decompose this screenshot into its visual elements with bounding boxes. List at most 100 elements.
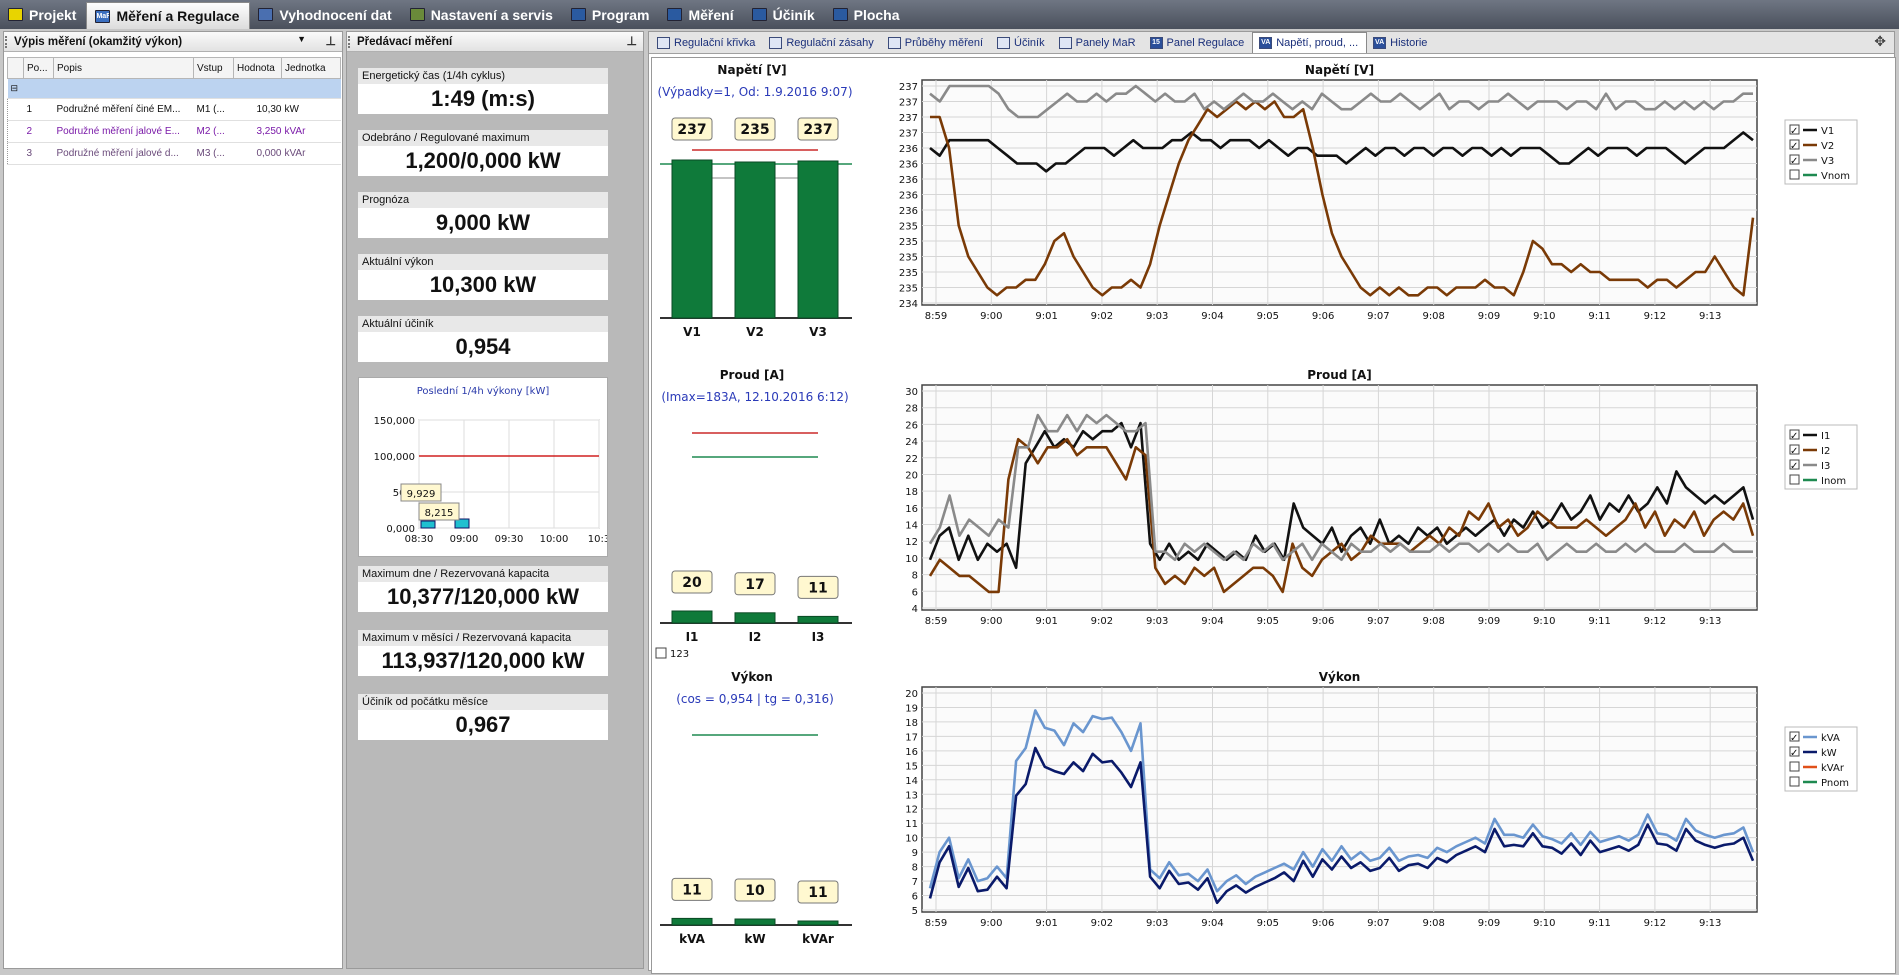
legend-checkbox[interactable] [1789,169,1800,180]
ytick-label: 11 [905,819,918,830]
maximize-icon[interactable]: ✥ [1874,34,1886,50]
view-tab-3[interactable]: Účiník [991,33,1053,53]
bar-category-label: V2 [746,325,764,339]
column-header-expand[interactable] [7,57,24,79]
view-tab-7[interactable]: VA Historie [1367,33,1435,53]
column-header-value[interactable]: Hodnota [233,57,282,79]
column-header-input[interactable]: Vstup [193,57,234,79]
mini-ytick: 100,000 [374,452,415,463]
checkbox-123[interactable] [655,647,667,659]
ytick-label: 14 [905,776,918,787]
column-header-unit[interactable]: Jednotka [281,57,341,79]
menu-tab-3[interactable]: Nastavení a servis [402,0,563,29]
column-header-no[interactable]: Po... [23,57,54,79]
ytick-label: 26 [905,420,918,431]
ytick-label: 19 [905,703,918,714]
bar-value-label: 11 [682,882,701,898]
tooltip-box [418,502,460,521]
table-row[interactable]: 3 Podružné měření jalové d... M3 (... 0,000… [7,142,341,165]
charts-panel: Regulační křivka Regulační zásahy Průběhy … [648,31,1896,974]
menu-tab-0[interactable]: Projekt [0,0,86,29]
bar-chart-icon [570,8,586,21]
menu-tab-7[interactable]: Plocha [825,0,910,29]
bar-category-label: I3 [812,630,825,644]
legend-checkbox[interactable] [1789,776,1800,787]
xtick-label: 9:09 [1478,311,1500,322]
table-row[interactable]: 2 Podružné měření jalové E... M2 (... 3,250… [7,120,341,143]
tooltip-value: 9,929 [407,489,436,500]
xtick-label: 8:59 [925,616,947,627]
ytick-label: 235 [899,284,918,295]
view-tab-1[interactable]: Regulační zásahy [763,33,881,53]
drag-grip-icon[interactable] [5,36,7,48]
xtick-label: 9:06 [1312,311,1334,322]
ytick-label: 14 [905,521,918,532]
mini-ytick: 150,000 [374,416,415,427]
row-no: 3 [23,142,54,165]
checkmark-icon: ✓ [1790,431,1798,442]
legend-checkbox[interactable] [1789,124,1800,135]
panel-title: Předávací měření [357,35,453,48]
tree-line [7,120,24,143]
xtick-label: 9:01 [1035,616,1057,627]
bar-category-label: I2 [749,630,762,644]
group-row[interactable]: ⊟ [7,78,341,99]
series-I1-line [928,421,1755,570]
card-value: 0,954 [455,334,511,359]
view-tab-6[interactable]: VA Napětí, proud, ... [1252,32,1368,53]
dropdown-arrow-icon[interactable]: ▼ [297,34,306,44]
legend-label: Inom [1821,476,1846,487]
column-header-desc[interactable]: Popis [53,57,194,79]
ytick-label: 237 [899,82,918,93]
ytick-label: 235 [899,253,918,264]
bar-value-box [734,572,776,596]
legend-checkbox[interactable] [1789,444,1800,455]
table-row[interactable]: 1 Podružné měření činé EM... M1 (... 10,30 k… [7,98,341,121]
legend-checkbox[interactable] [1789,761,1800,772]
xtick-label: 9:10 [1533,311,1555,322]
menu-tab-4[interactable]: Program [563,0,660,29]
legend-checkbox[interactable] [1789,429,1800,440]
legend-checkbox[interactable] [1789,474,1800,485]
pin-icon[interactable]: ⊥ [626,34,637,48]
legend-label: V1 [1821,126,1834,137]
legend-checkbox[interactable] [1789,746,1800,757]
row-unit: kW [281,98,341,121]
ytick-label: 10 [905,554,918,565]
bar-category-label: kW [744,932,765,946]
bar-kVA [671,917,713,926]
menu-tab-label: Vyhodnocení dat [279,6,392,23]
transfer-measurement-panel: Předávací měření ⊥ Energetický čas (1/4h… [346,31,644,969]
bar-value-label: 237 [803,122,832,138]
drag-grip-icon[interactable] [348,36,350,48]
view-tab-label: Historie [1390,37,1428,49]
view-tab-0[interactable]: Regulační křivka [651,33,763,53]
legend-checkbox[interactable] [1789,731,1800,742]
series-V1-line [929,131,1754,173]
menu-tab-6[interactable]: Účiník [744,0,825,29]
ytick-label: 237 [899,98,918,109]
menu-tab-5[interactable]: Měření [659,0,743,29]
view-tab-2[interactable]: Průběhy měření [882,33,991,53]
legend-label: I3 [1821,461,1830,472]
legend-checkbox[interactable] [1789,139,1800,150]
pin-icon[interactable]: ⊥ [325,34,336,48]
bar-I2 [734,612,776,624]
legend-checkbox[interactable] [1789,154,1800,165]
bar-chart-title: Proud [A] [720,368,785,382]
view-tab-5[interactable]: 15 Panel Regulace [1144,33,1253,53]
collapse-icon[interactable]: ⊟ [7,78,24,99]
menu-tab-2[interactable]: Vyhodnocení dat [250,0,401,29]
checkbox-label: 123 [670,649,689,660]
ytick-label: 5 [912,906,918,917]
line-chart-title: Proud [A] [1307,368,1372,382]
bar-V1 [671,159,713,319]
menu-tab-label: Projekt [29,6,77,23]
line-chart-title: Napětí [V] [1305,63,1374,77]
view-tab-4[interactable]: Panely MaR [1053,33,1144,53]
series-kW-line [928,746,1755,905]
legend-checkbox[interactable] [1789,459,1800,470]
ytick-label: 17 [905,732,918,743]
menu-tab-1[interactable]: MaR Měření a Regulace [86,2,251,29]
xtick-label: 9:05 [1257,616,1279,627]
